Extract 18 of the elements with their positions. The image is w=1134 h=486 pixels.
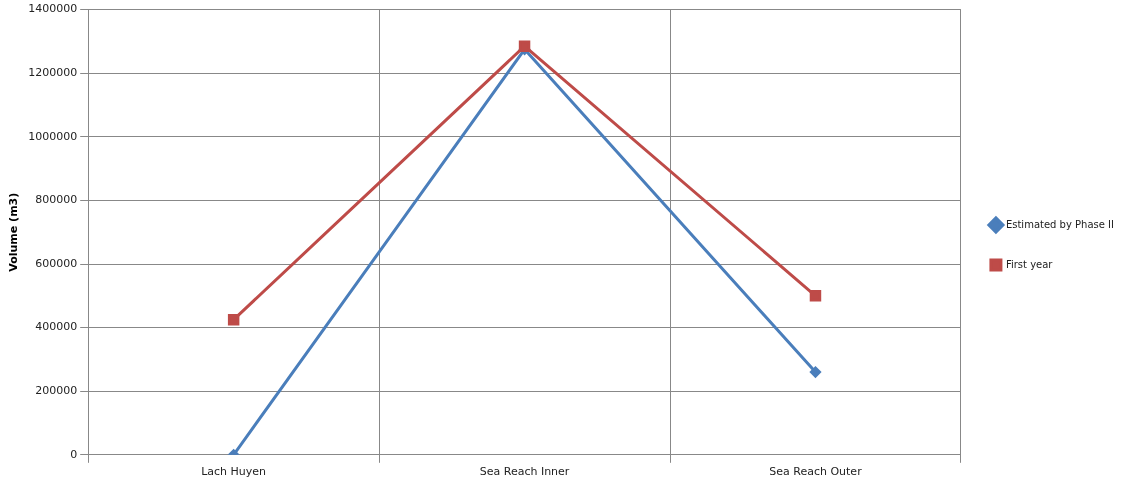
y-axis-title: Volume (m3) bbox=[7, 192, 21, 272]
point bbox=[227, 313, 240, 326]
y-tick-label: 800000 bbox=[35, 193, 78, 207]
y-tick-label: 400000 bbox=[35, 320, 78, 334]
point bbox=[809, 366, 821, 378]
x-tick-label: Sea Reach Outer bbox=[769, 465, 863, 479]
y-tick-label: 200000 bbox=[35, 384, 78, 398]
point bbox=[518, 40, 531, 52]
legend-label: Estimated by Phase II bbox=[1005, 218, 1114, 230]
y-tick-label: 1400000 bbox=[28, 2, 78, 16]
legend-label: First year bbox=[1005, 258, 1054, 270]
y-tick-label: 1200000 bbox=[28, 66, 78, 80]
x-tick-label: Sea Reach Inner bbox=[479, 465, 570, 479]
point bbox=[809, 290, 822, 302]
y-tick-label: 0 bbox=[70, 447, 78, 461]
y-tick-label: 600000 bbox=[35, 256, 78, 270]
y-tick-label: 1000000 bbox=[28, 129, 78, 143]
x-tick-label: Lach Huyen bbox=[201, 465, 267, 479]
